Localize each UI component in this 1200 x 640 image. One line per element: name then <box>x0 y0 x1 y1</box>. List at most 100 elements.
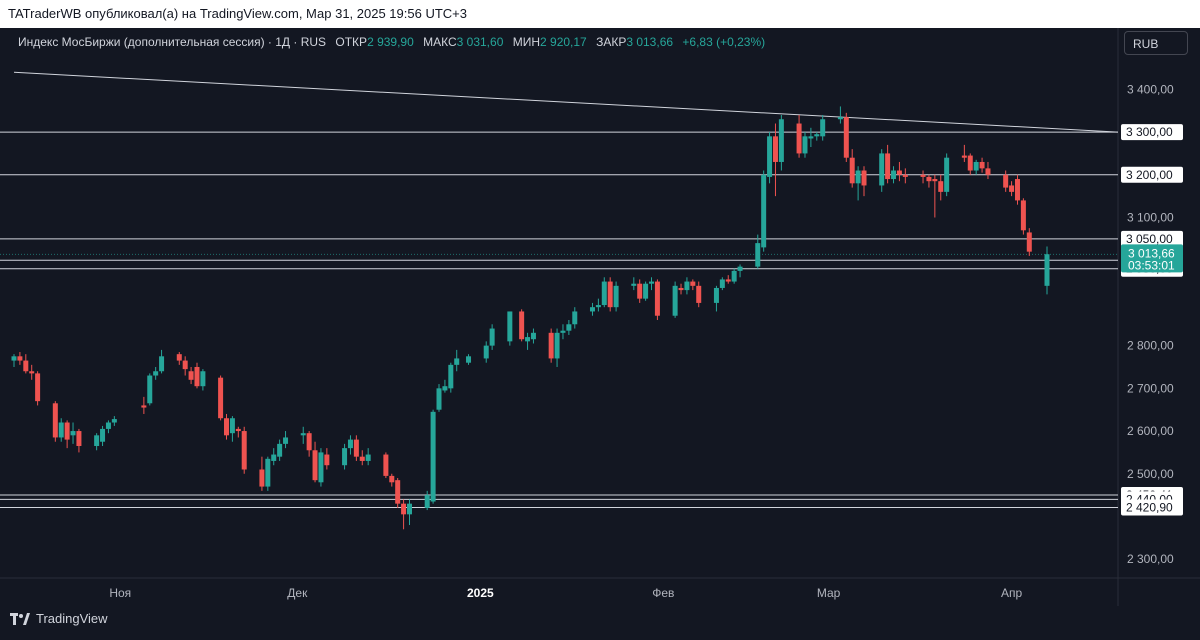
candle-body <box>607 281 613 308</box>
candle-body <box>52 403 58 438</box>
candle-body <box>430 411 436 502</box>
candle-body <box>271 454 277 461</box>
y-tick-label: 2 500,00 <box>1127 467 1174 481</box>
candle-body <box>802 136 808 154</box>
candle-body <box>111 419 117 423</box>
candle-body <box>973 161 979 171</box>
candle-body <box>389 475 395 483</box>
candle-body <box>395 480 401 504</box>
candle-body <box>29 371 35 374</box>
candle-body <box>454 358 460 365</box>
y-tick-label: 3 100,00 <box>1127 210 1174 224</box>
candle-body <box>896 170 902 175</box>
candle-body <box>235 428 241 432</box>
x-tick-label: Ноя <box>109 586 131 600</box>
candle-body <box>985 168 991 175</box>
y-tick-label: 2 300,00 <box>1127 552 1174 566</box>
candle-body <box>920 174 926 177</box>
candle-body <box>519 311 525 340</box>
candle-body <box>153 371 159 376</box>
candle-body <box>649 281 655 284</box>
candle-body <box>837 117 843 120</box>
candle-body <box>483 345 489 359</box>
level-label: 3 050,00 <box>1126 232 1173 246</box>
footer-bar <box>0 606 1200 640</box>
x-tick-label: Фев <box>652 586 674 600</box>
tradingview-logo[interactable]: TradingView <box>10 611 108 626</box>
symbol-legend: Индекс МосБиржи (дополнительная сессия) … <box>18 34 765 50</box>
candle-body <box>489 328 495 346</box>
candle-body <box>324 454 330 466</box>
candle-body <box>554 332 560 359</box>
candle-body <box>188 371 194 380</box>
candle-body <box>141 405 147 408</box>
candlestick-chart[interactable]: 3 300,003 200,003 050,003 000,002 980,00… <box>0 28 1200 606</box>
candle-body <box>58 422 64 438</box>
candle-body <box>820 119 826 137</box>
candle-body <box>159 356 165 372</box>
candle-body <box>23 360 29 372</box>
publisher-header: TATraderWB опубликовал(а) на TradingView… <box>0 0 1200 28</box>
candle-body <box>277 443 283 457</box>
candle-body <box>631 283 637 286</box>
candle-body <box>525 337 531 342</box>
candle-body <box>406 503 412 515</box>
candle-body <box>1026 232 1032 252</box>
candle-body <box>100 428 106 442</box>
candle-body <box>442 386 448 391</box>
candle-body <box>17 356 23 361</box>
level-label: 3 300,00 <box>1126 125 1173 139</box>
candle-body <box>767 136 773 177</box>
candle-body <box>755 243 761 267</box>
low-label: МИН <box>512 35 541 49</box>
candle-body <box>772 136 778 162</box>
candle-body <box>684 281 690 291</box>
close-label: ЗАКР <box>596 35 627 49</box>
candle-body <box>944 157 950 192</box>
candle-body <box>696 285 702 303</box>
candle-body <box>713 287 719 303</box>
candle-body <box>885 153 891 180</box>
candle-body <box>672 285 678 316</box>
candle-body <box>353 439 359 457</box>
candle-body <box>861 170 867 186</box>
y-tick-label: 2 700,00 <box>1127 381 1174 395</box>
currency-button[interactable]: RUB <box>1124 31 1188 55</box>
candle-body <box>613 285 619 308</box>
last-price-label: 3 013,66 <box>1128 246 1175 260</box>
candle-body <box>548 332 554 359</box>
candle-body <box>926 176 932 182</box>
level-label-bg <box>1121 166 1183 183</box>
change-value: +6,83 (+0,23%) <box>682 35 766 49</box>
candle-body <box>690 281 696 286</box>
candle-body <box>566 324 572 331</box>
candle-body <box>347 439 353 449</box>
candle-body <box>35 373 41 402</box>
candle-body <box>359 456 365 461</box>
candle-body <box>808 136 814 139</box>
candle-body <box>342 448 348 466</box>
last-price-label-bg <box>1121 244 1183 273</box>
candle-body <box>637 283 643 299</box>
candle-body <box>265 458 271 487</box>
chart-pane[interactable] <box>0 28 1200 606</box>
candle-body <box>448 364 454 389</box>
candle-body <box>589 307 595 312</box>
low-value: 2 920,17 <box>540 35 587 49</box>
candle-body <box>932 179 938 182</box>
candle-body <box>1020 200 1026 231</box>
level-label: 2 420,90 <box>1126 501 1173 515</box>
candle-body <box>967 155 973 171</box>
candle-body <box>961 155 967 158</box>
candle-body <box>283 437 289 444</box>
candle-body <box>76 431 82 446</box>
y-tick-label: 2 600,00 <box>1127 424 1174 438</box>
candle-body <box>64 422 70 440</box>
countdown-label: 03:53:01 <box>1128 258 1175 272</box>
candle-body <box>300 433 306 436</box>
y-tick-label: 2 800,00 <box>1127 339 1174 353</box>
candle-body <box>224 418 230 436</box>
candle-body <box>560 330 566 333</box>
x-tick-label: Дек <box>287 586 308 600</box>
